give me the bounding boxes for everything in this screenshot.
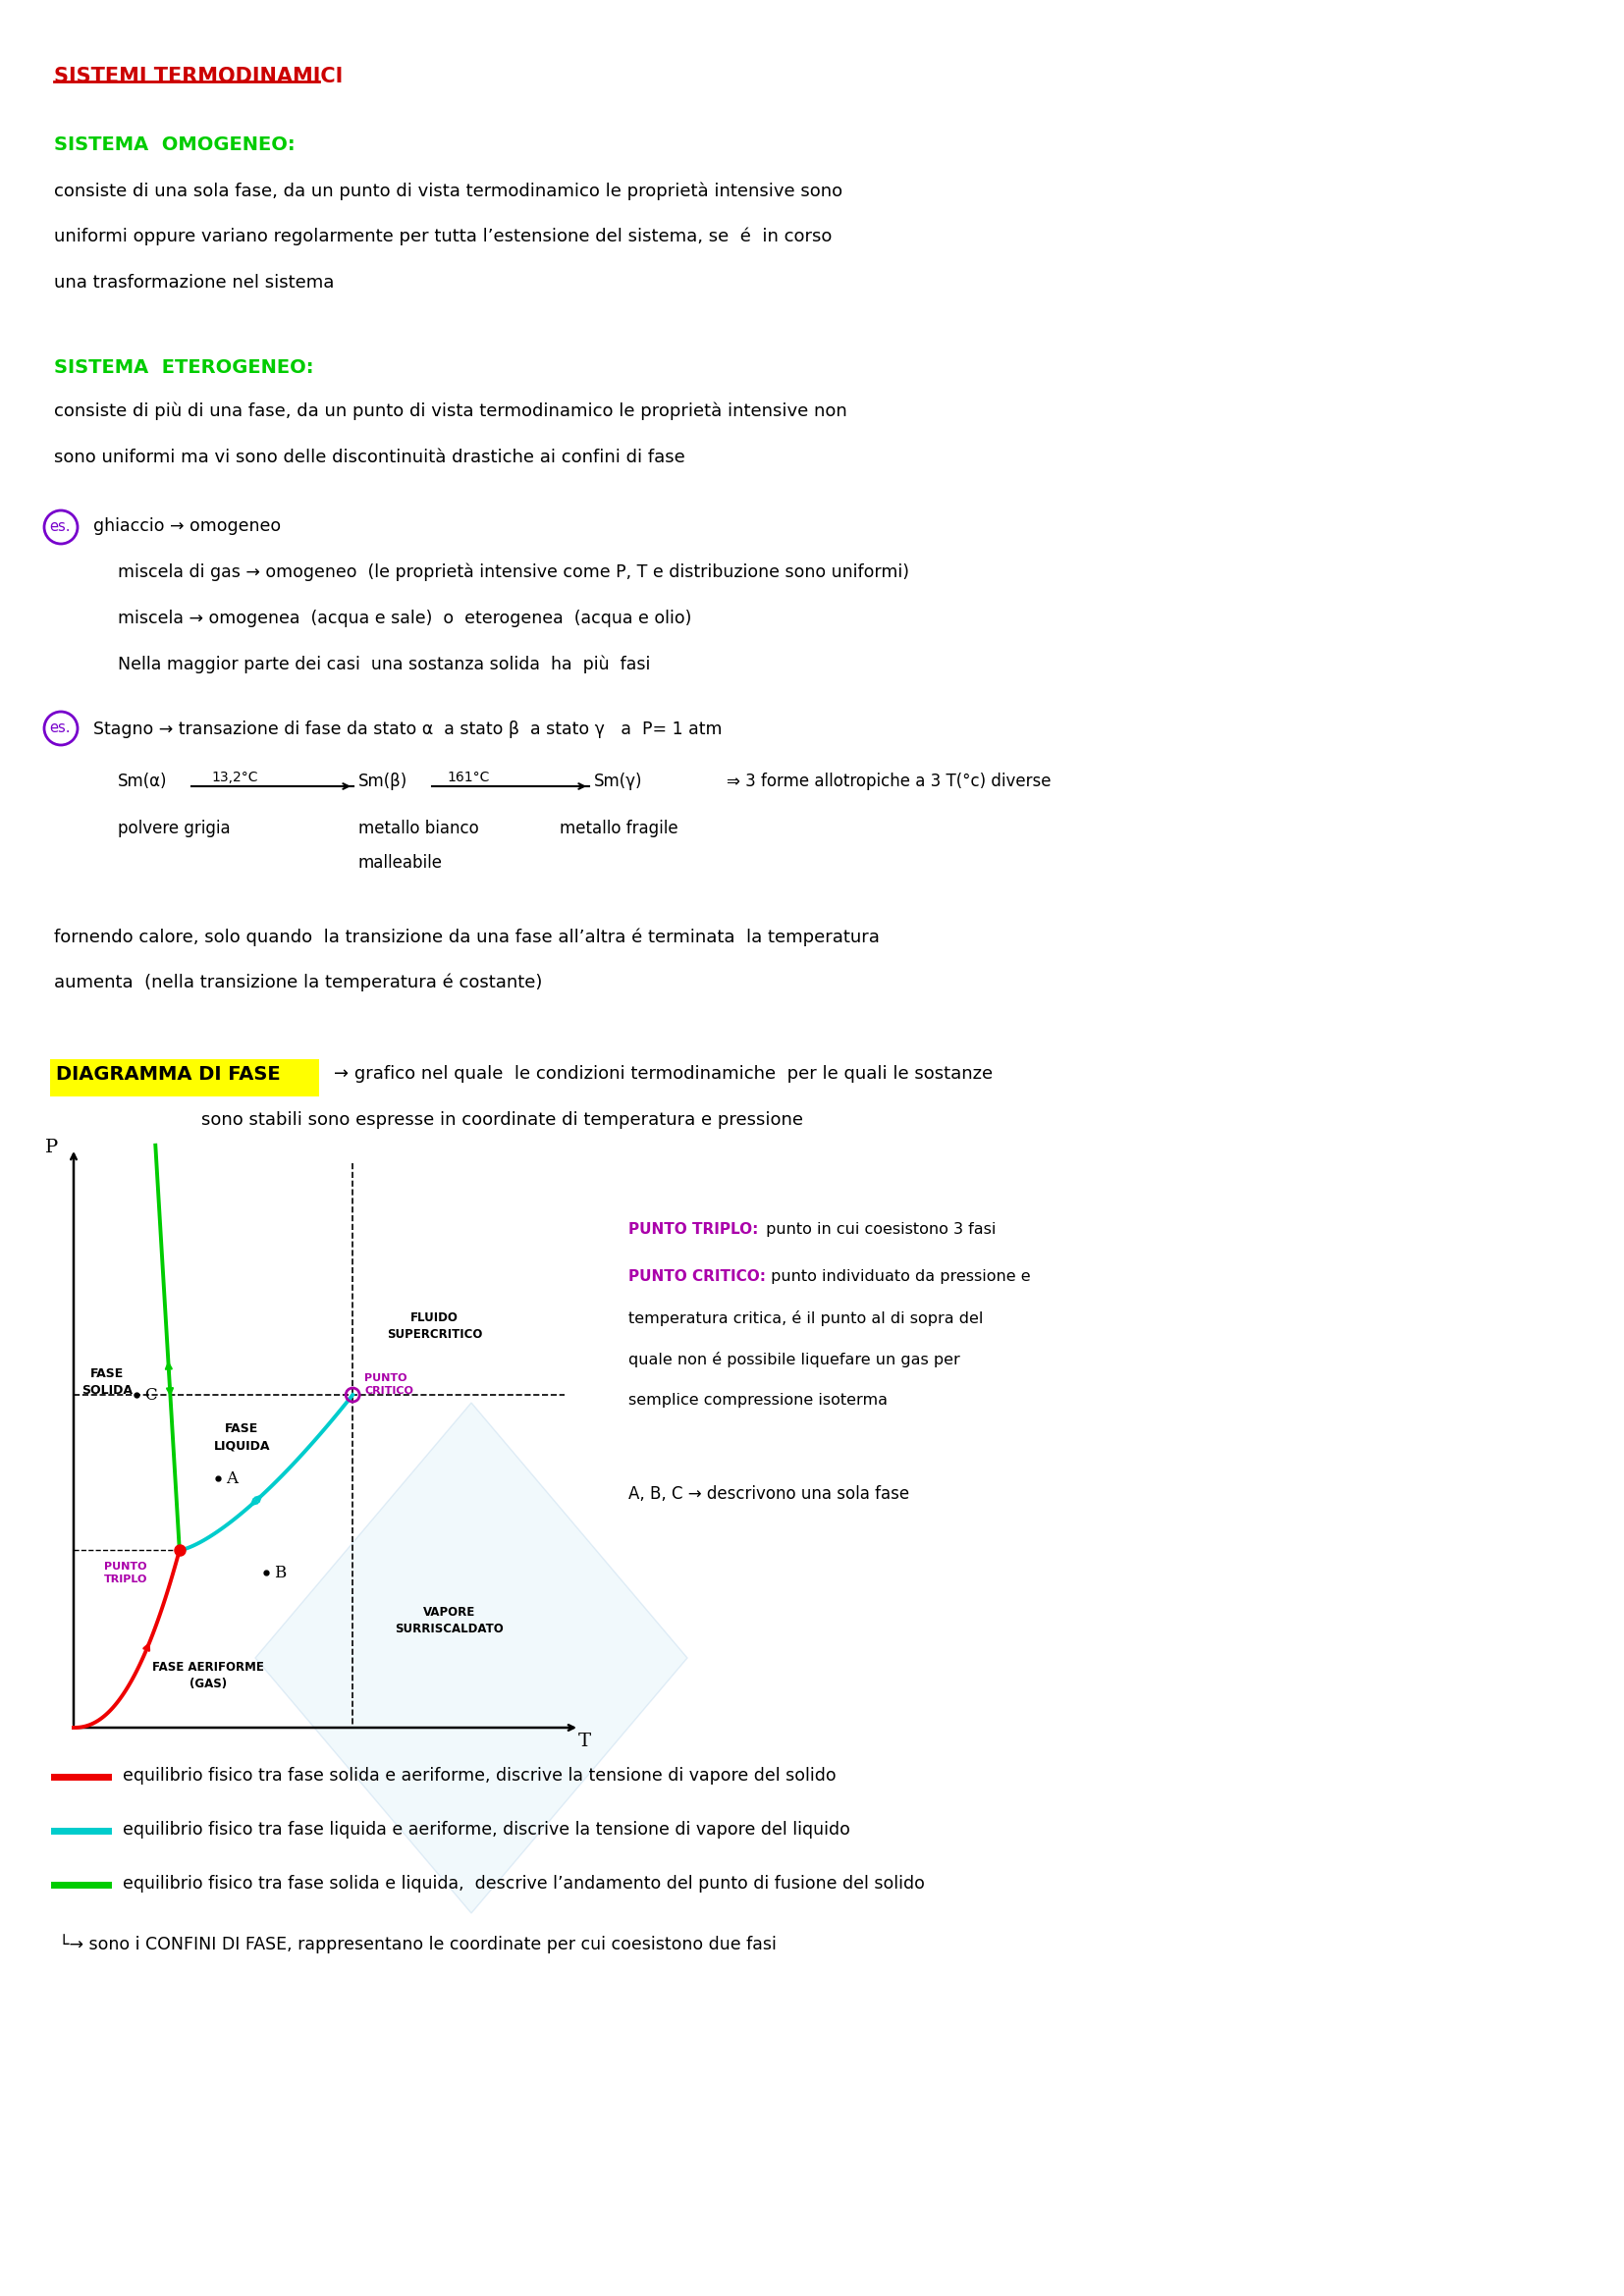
Text: uniformi oppure variano regolarmente per tutta l’estensione del sistema, se  é  : uniformi oppure variano regolarmente per… (54, 227, 831, 246)
Text: equilibrio fisico tra fase liquida e aeriforme, discrive la tensione di vapore d: equilibrio fisico tra fase liquida e aer… (123, 1821, 851, 1839)
Text: temperatura critica, é il punto al di sopra del: temperatura critica, é il punto al di so… (628, 1311, 983, 1327)
Text: 13,2°C: 13,2°C (211, 771, 258, 785)
Text: PUNTO CRITICO:: PUNTO CRITICO: (628, 1270, 767, 1283)
Text: FASE
SOLIDA: FASE SOLIDA (81, 1366, 133, 1396)
Text: FLUIDO
SUPERCRITICO: FLUIDO SUPERCRITICO (387, 1311, 482, 1341)
Text: punto in cui coesistono 3 fasi: punto in cui coesistono 3 fasi (762, 1221, 996, 1238)
Text: punto individuato da pressione e: punto individuato da pressione e (767, 1270, 1031, 1283)
Text: FASE
LIQUIDA: FASE LIQUIDA (214, 1424, 270, 1451)
Text: Nella maggior parte dei casi  una sostanza solida  ha  più  fasi: Nella maggior parte dei casi una sostanz… (119, 657, 650, 675)
Text: SISTEMA  OMOGENEO:: SISTEMA OMOGENEO: (54, 135, 296, 154)
FancyBboxPatch shape (50, 1058, 318, 1097)
Text: ⇒ 3 forme allotropiche a 3 T(°c) diverse: ⇒ 3 forme allotropiche a 3 T(°c) diverse (726, 771, 1051, 790)
Text: miscela → omogenea  (acqua e sale)  o  eterogenea  (acqua e olio): miscela → omogenea (acqua e sale) o eter… (119, 608, 692, 627)
Text: DIAGRAMMA DI FASE: DIAGRAMMA DI FASE (55, 1065, 281, 1084)
Text: equilibrio fisico tra fase solida e liquida,  descrive l’andamento del punto di : equilibrio fisico tra fase solida e liqu… (123, 1876, 924, 1892)
Text: miscela di gas → omogeneo  (le proprietà intensive come P, T e distribuzione son: miscela di gas → omogeneo (le proprietà … (119, 563, 909, 581)
Text: B: B (274, 1564, 286, 1582)
Text: C: C (145, 1387, 156, 1403)
Text: ghiaccio → omogeneo: ghiaccio → omogeneo (93, 517, 281, 535)
Text: Sm(γ): Sm(γ) (594, 771, 643, 790)
Text: A, B, C → descrivono una sola fase: A, B, C → descrivono una sola fase (628, 1486, 909, 1504)
Text: equilibrio fisico tra fase solida e aeriforme, discrive la tensione di vapore de: equilibrio fisico tra fase solida e aeri… (123, 1768, 836, 1784)
Text: sono stabili sono espresse in coordinate di temperatura e pressione: sono stabili sono espresse in coordinate… (201, 1111, 804, 1130)
Text: metallo fragile: metallo fragile (560, 820, 679, 838)
Text: semplice compressione isoterma: semplice compressione isoterma (628, 1394, 888, 1407)
Text: P: P (45, 1139, 58, 1157)
Text: FASE AERIFORME
(GAS): FASE AERIFORME (GAS) (153, 1660, 265, 1690)
Text: 161°C: 161°C (447, 771, 489, 785)
Text: PUNTO TRIPLO:: PUNTO TRIPLO: (628, 1221, 758, 1238)
Text: A: A (226, 1469, 237, 1488)
Text: PUNTO
TRIPLO: PUNTO TRIPLO (104, 1561, 148, 1584)
Text: VAPORE
SURRISCALDATO: VAPORE SURRISCALDATO (395, 1605, 503, 1635)
Text: quale non é possibile liquefare un gas per: quale non é possibile liquefare un gas p… (628, 1352, 960, 1368)
Text: PUNTO
CRITICO: PUNTO CRITICO (364, 1373, 414, 1396)
Text: T: T (578, 1733, 591, 1750)
Text: SISTEMI TERMODINAMICI: SISTEMI TERMODINAMICI (54, 67, 343, 87)
Text: consiste di una sola fase, da un punto di vista termodinamico le proprietà inten: consiste di una sola fase, da un punto d… (54, 181, 843, 200)
Text: Sm(β): Sm(β) (359, 771, 408, 790)
Text: es.: es. (49, 519, 70, 535)
Text: → grafico nel quale  le condizioni termodinamiche  per le quali le sostanze: → grafico nel quale le condizioni termod… (335, 1065, 992, 1084)
Text: metallo bianco: metallo bianco (359, 820, 479, 838)
Text: └→ sono i CONFINI DI FASE, rappresentano le coordinate per cui coesistono due fa: └→ sono i CONFINI DI FASE, rappresentano… (58, 1933, 776, 1954)
Polygon shape (255, 1403, 687, 1913)
Text: una trasformazione nel sistema: una trasformazione nel sistema (54, 273, 335, 292)
Text: Stagno → transazione di fase da stato α  a stato β  a stato γ   a  P= 1 atm: Stagno → transazione di fase da stato α … (93, 721, 723, 739)
Text: sono uniformi ma vi sono delle discontinuità drastiche ai confini di fase: sono uniformi ma vi sono delle discontin… (54, 448, 685, 466)
Text: fornendo calore, solo quando  la transizione da una fase all’altra é terminata  : fornendo calore, solo quando la transizi… (54, 928, 880, 946)
Text: polvere grigia: polvere grigia (119, 820, 231, 838)
Text: malleabile: malleabile (359, 854, 443, 872)
Text: es.: es. (49, 721, 70, 735)
Text: consiste di più di una fase, da un punto di vista termodinamico le proprietà int: consiste di più di una fase, da un punto… (54, 402, 848, 420)
Text: SISTEMA  ETEROGENEO:: SISTEMA ETEROGENEO: (54, 358, 313, 377)
Text: aumenta  (nella transizione la temperatura é costante): aumenta (nella transizione la temperatur… (54, 974, 542, 992)
Text: Sm(α): Sm(α) (119, 771, 167, 790)
